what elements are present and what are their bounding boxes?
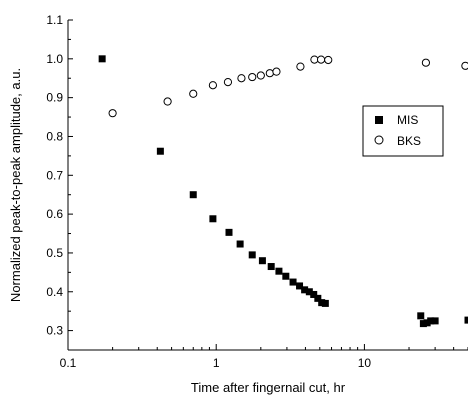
data-point-mis <box>305 288 313 296</box>
data-point-mis <box>248 251 256 259</box>
data-point-bks <box>237 74 246 83</box>
y-tick-label: 0.8 <box>46 129 63 143</box>
y-axis-title: Normalized peak-to-peak amplitude, a.u. <box>8 68 23 302</box>
data-point-mis <box>310 290 318 298</box>
data-point-mis <box>275 267 283 275</box>
legend-marker-bks <box>374 135 384 145</box>
data-point-mis <box>464 316 468 324</box>
legend-marker-mis <box>375 116 383 124</box>
data-point-mis <box>318 299 326 307</box>
axes <box>67 20 468 351</box>
data-point-bks <box>310 55 319 64</box>
data-point-mis <box>98 55 106 63</box>
legend-label-bks: BKS <box>397 134 421 148</box>
data-point-bks <box>248 72 257 82</box>
y-tick-label: 0.5 <box>46 246 63 260</box>
legend-box <box>362 105 444 157</box>
data-point-bks <box>296 62 305 71</box>
data-point-mis <box>258 257 266 265</box>
data-point-mis <box>225 228 233 236</box>
data-point-bks <box>108 109 117 118</box>
x-tick-label: 10 <box>358 356 372 370</box>
data-point-mis <box>314 294 322 302</box>
data-point-mis <box>267 263 275 271</box>
data-point-mis <box>209 215 217 223</box>
data-point-mis <box>236 240 244 248</box>
data-point-bks <box>223 78 233 87</box>
x-tick-label: 0.1 <box>60 356 77 370</box>
y-tick-label: 0.7 <box>46 168 63 182</box>
data-point-mis <box>427 317 435 325</box>
data-marks <box>98 55 468 328</box>
data-point-bks <box>265 69 274 78</box>
data-point-bks <box>461 61 468 70</box>
y-tick-label: 1.1 <box>46 13 63 27</box>
data-point-bks <box>163 97 172 106</box>
data-point-mis <box>289 278 297 286</box>
y-tick-label: 0.6 <box>46 207 63 221</box>
data-point-mis <box>431 317 439 325</box>
y-tick-label: 0.9 <box>46 91 63 105</box>
y-tick-label: 0.3 <box>46 324 63 338</box>
data-point-bks <box>421 58 431 67</box>
x-tick-label: 1 <box>213 356 220 370</box>
data-point-mis <box>417 312 425 320</box>
data-point-mis <box>301 286 309 294</box>
data-point-bks <box>272 67 281 76</box>
data-point-bks <box>208 81 218 90</box>
data-point-bks <box>316 55 326 64</box>
data-point-bks <box>189 89 198 98</box>
ticks: 0.3 0.4 0.5 0.6 0.7 0.8 0.9 1.0 1.1 0.1 1 10 <box>46 13 468 370</box>
data-point-mis <box>419 320 427 328</box>
legend-label-mis: MIS <box>397 113 418 127</box>
data-point-mis <box>156 147 164 155</box>
data-point-bks <box>256 71 265 80</box>
data-point-mis <box>296 282 304 290</box>
data-point-mis <box>189 191 197 199</box>
y-tick-label: 0.4 <box>46 285 63 299</box>
x-axis-title: Time after fingernail cut, hr <box>191 380 346 395</box>
data-point-mis <box>321 299 329 307</box>
data-point-mis <box>282 272 290 280</box>
legend: MIS BKS <box>362 105 444 157</box>
data-point-mis <box>423 319 431 327</box>
y-tick-label: 1.0 <box>46 52 63 66</box>
data-point-bks <box>324 55 333 65</box>
